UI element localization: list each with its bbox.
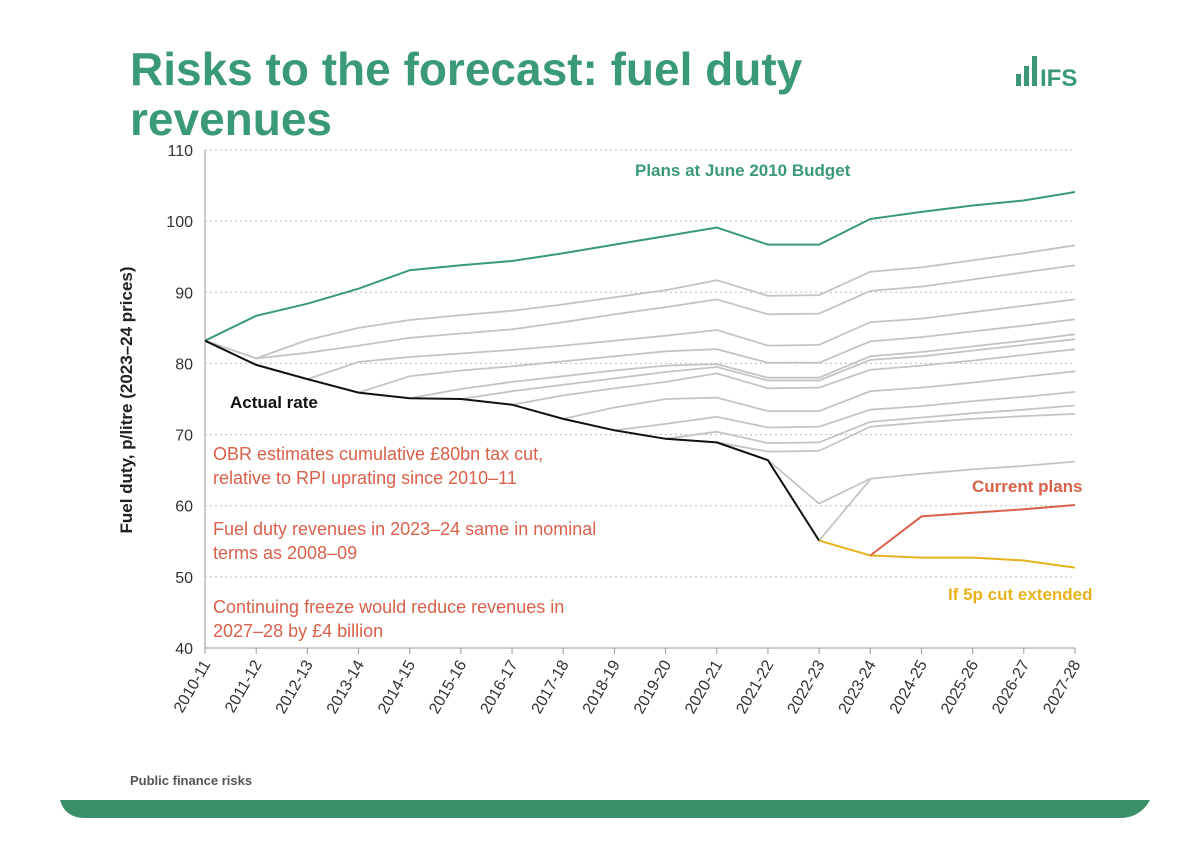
x-tick-label: 2014-15 xyxy=(375,657,419,716)
series-line xyxy=(409,333,1076,400)
x-tick-label: 2021-22 xyxy=(733,657,777,716)
y-tick-label: 40 xyxy=(175,641,193,658)
x-tick-label: 2024-25 xyxy=(887,657,931,716)
series-line xyxy=(665,404,1076,445)
x-tick-label: 2012-13 xyxy=(273,657,317,716)
x-tick-label: 2010-11 xyxy=(171,657,215,715)
series-label: If 5p cut extended xyxy=(948,585,1093,604)
x-tick-label: 2016-17 xyxy=(477,657,521,716)
logo-bars xyxy=(1016,56,1037,86)
x-tick-label: 2017-18 xyxy=(529,657,573,716)
series-label: Actual rate xyxy=(230,393,318,412)
x-tick-label: 2013-14 xyxy=(324,657,368,716)
logo: IFS xyxy=(1040,65,1077,92)
y-tick-label: 80 xyxy=(175,356,193,373)
annotation: Fuel duty revenues in 2023–24 same in no… xyxy=(213,519,596,563)
series-line xyxy=(614,391,1076,432)
x-tick-label: 2020-21 xyxy=(682,657,726,716)
y-tick-label: 70 xyxy=(175,428,193,445)
x-tick-label: 2025-26 xyxy=(938,657,982,716)
x-tick-label: 2027-28 xyxy=(1040,657,1084,716)
x-tick-label: 2022-23 xyxy=(785,657,829,716)
series-line xyxy=(767,459,1076,505)
x-tick-label: 2011-12 xyxy=(222,657,266,715)
series-label: Plans at June 2010 Budget xyxy=(635,161,851,180)
series-line xyxy=(460,338,1076,400)
x-tick-label: 2026-27 xyxy=(989,657,1033,716)
series-line xyxy=(818,539,1076,569)
y-tick-label: 90 xyxy=(175,285,193,302)
series-line xyxy=(818,478,871,542)
series-label: Current plans xyxy=(972,477,1083,496)
y-tick-label: 50 xyxy=(175,570,193,587)
x-tick-label: 2023-24 xyxy=(836,657,880,716)
series-line xyxy=(358,318,1076,394)
series-line xyxy=(204,244,1076,360)
footer-bar xyxy=(60,800,1150,818)
series-line xyxy=(204,339,820,542)
series-line xyxy=(204,264,1076,360)
x-tick-label: 2018-19 xyxy=(580,657,624,716)
x-tick-label: 2015-16 xyxy=(426,657,470,716)
series-line xyxy=(307,298,1076,380)
series-line xyxy=(563,370,1076,420)
footer: Public finance risks xyxy=(130,773,252,788)
annotation: OBR estimates cumulative £80bn tax cut, r… xyxy=(213,444,543,488)
x-tick-label: 2019-20 xyxy=(631,657,675,716)
y-tick-label: 110 xyxy=(167,143,193,160)
series-line xyxy=(511,348,1076,406)
y-tick-label: 60 xyxy=(175,499,193,516)
series-line xyxy=(204,191,1076,342)
series-line xyxy=(716,413,1076,453)
y-axis-label: Fuel duty, p/litre (2023–24 prices) xyxy=(117,266,136,533)
chart-title: Risks to the forecast: fuel duty revenues xyxy=(130,43,803,145)
series-line xyxy=(869,504,1076,557)
annotation: Continuing freeze would reduce revenues … xyxy=(213,597,564,641)
y-tick-label: 100 xyxy=(166,214,193,231)
